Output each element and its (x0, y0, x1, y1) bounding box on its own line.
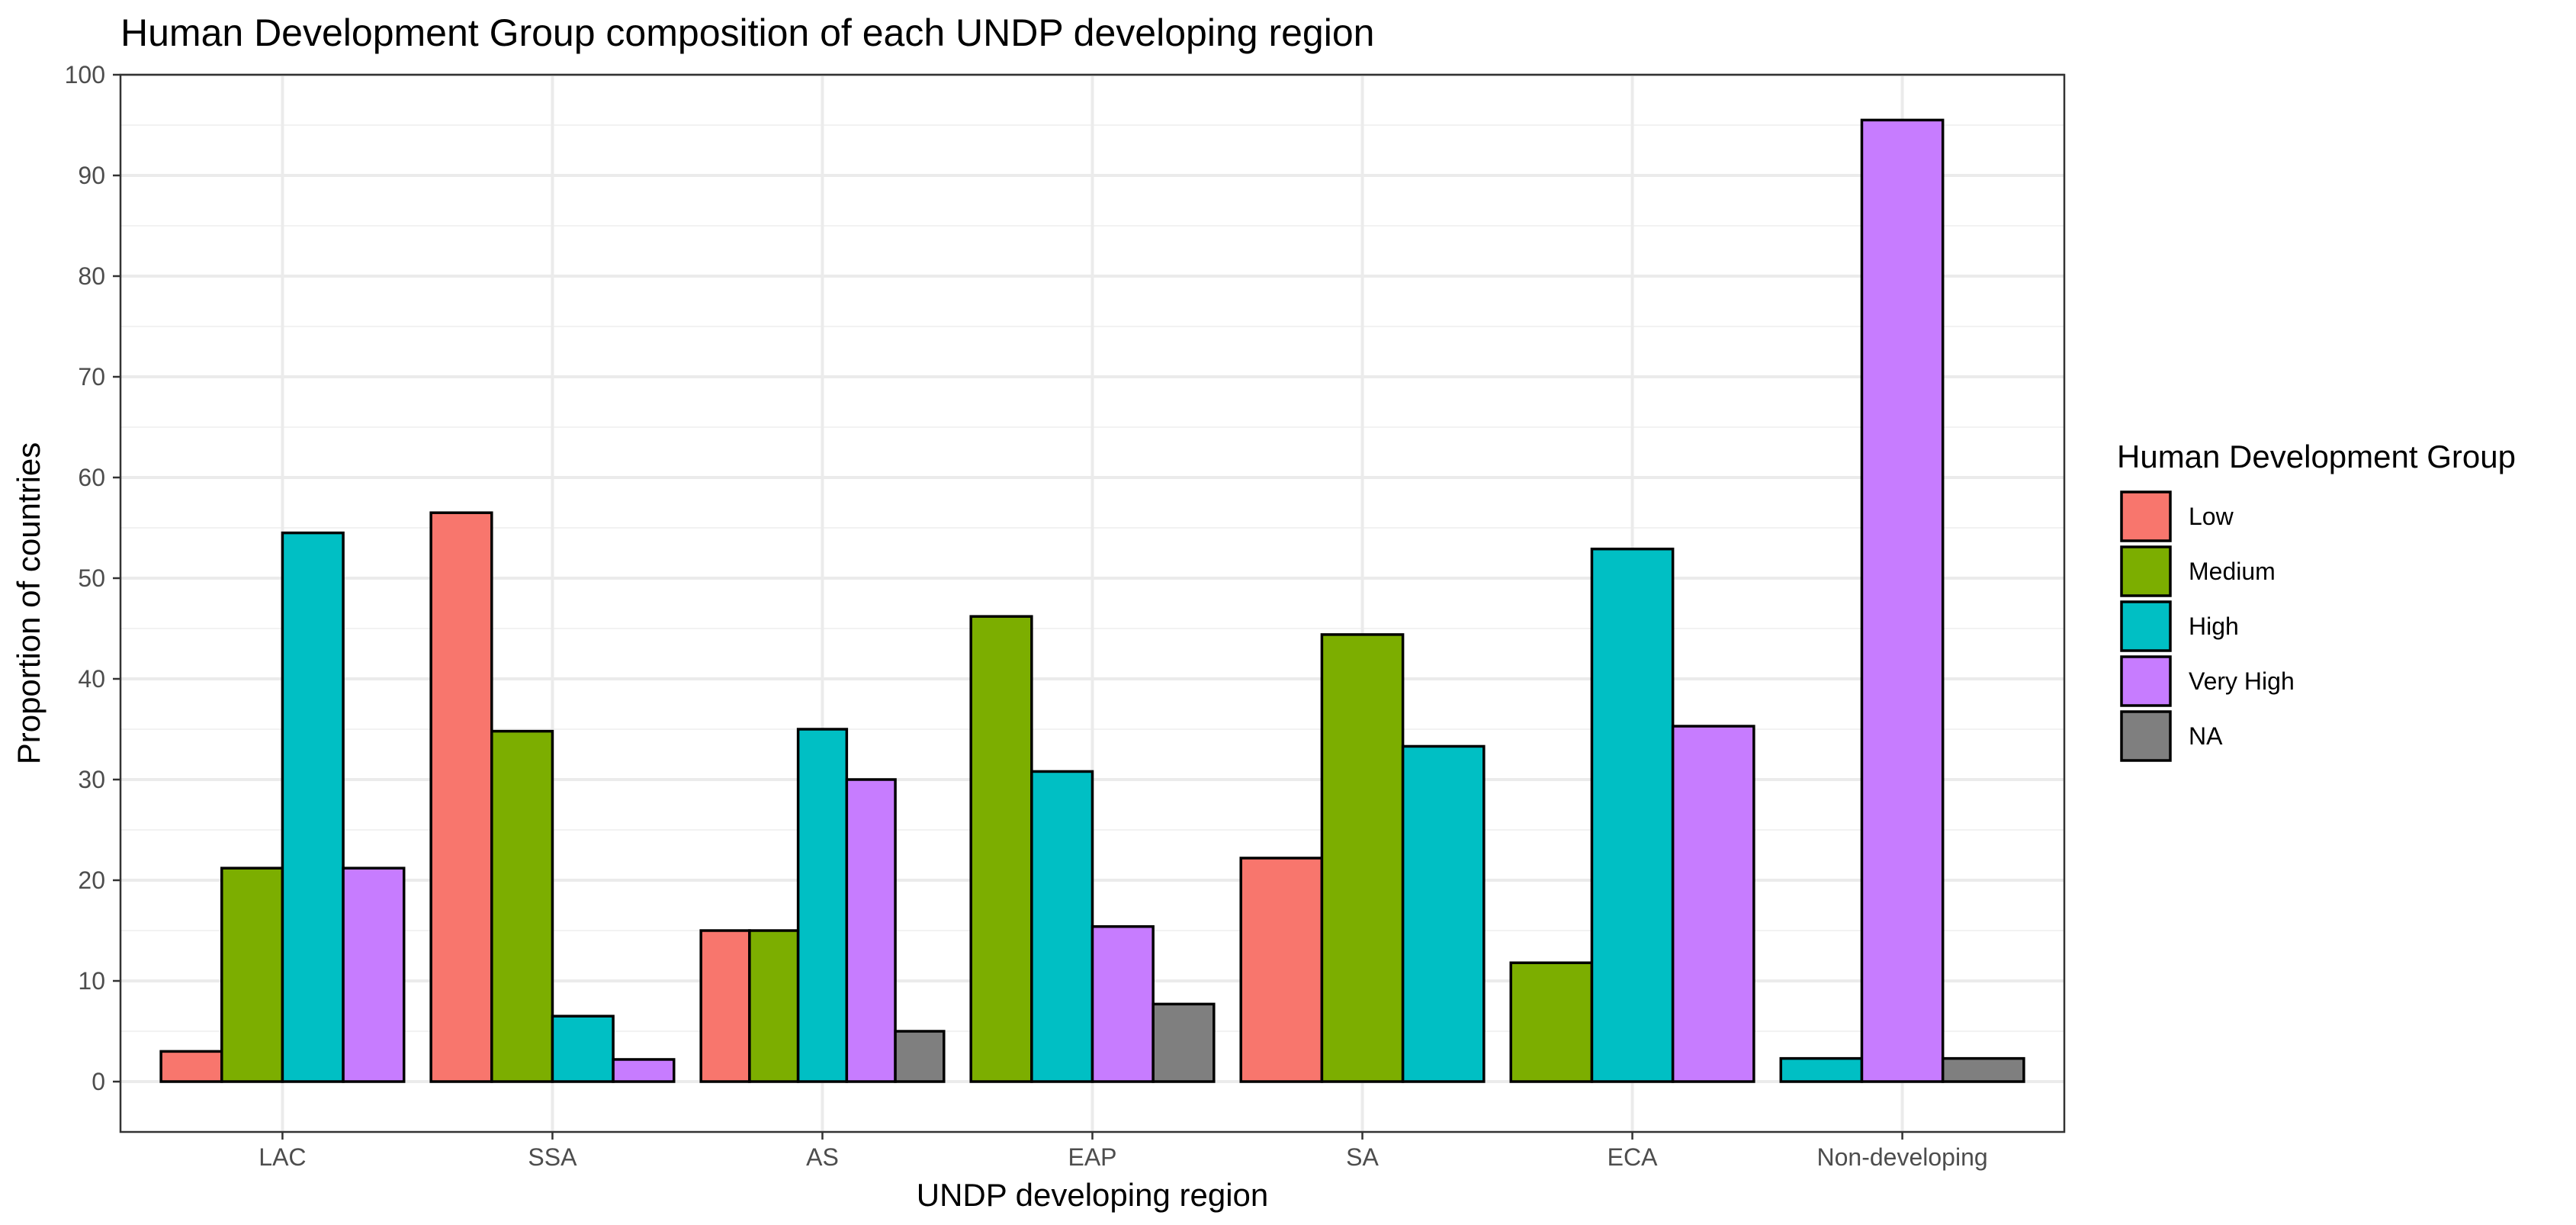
bar-as-very-high (845, 778, 897, 1083)
bar-lac-very-high (342, 867, 406, 1083)
x-tick-label: LAC (259, 1143, 306, 1171)
bar-non-developing-na (1941, 1056, 2025, 1083)
bar-eap-na (1151, 1002, 1216, 1083)
x-tick-label: Non-developing (1817, 1143, 1988, 1171)
legend-key-very-high (2120, 655, 2172, 707)
bar-lac-medium (220, 867, 284, 1083)
legend-title: Human Development Group (2117, 439, 2516, 474)
bar-eca-very-high (1671, 725, 1755, 1083)
x-tick-label: SSA (528, 1143, 577, 1171)
bar-as-na (894, 1030, 946, 1083)
y-tick-label: 0 (92, 1068, 105, 1095)
legend: Human Development Group Low Medium High Ver… (2117, 439, 2516, 762)
chart-title: Human Development Group composition of e… (120, 11, 1374, 54)
y-tick-label: 100 (65, 61, 105, 88)
bar-eap-medium (969, 615, 1033, 1083)
bar-eca-high (1590, 547, 1675, 1083)
bar-sa-high (1401, 744, 1486, 1083)
y-tick-label: 50 (78, 564, 105, 592)
bar-as-low (699, 929, 751, 1083)
bar-lac-low (159, 1050, 223, 1083)
legend-key-medium (2120, 545, 2172, 597)
legend-label: Very High (2189, 667, 2295, 695)
legend-key-low (2120, 490, 2172, 542)
y-tick-label: 30 (78, 766, 105, 793)
y-tick-label: 70 (78, 363, 105, 391)
bar-ssa-high (551, 1014, 615, 1083)
bar-eap-very-high (1090, 924, 1155, 1083)
x-tick-label: SA (1346, 1143, 1379, 1171)
y-tick-label: 40 (78, 665, 105, 693)
bar-eap-high (1030, 770, 1094, 1083)
x-tick-label: AS (806, 1143, 839, 1171)
x-tick-label: ECA (1608, 1143, 1658, 1171)
legend-key-high (2120, 600, 2172, 652)
bar-non-developing-very-high (1860, 118, 1945, 1083)
y-axis-title: Proportion of countries (11, 442, 47, 765)
bar-sa-medium (1320, 633, 1405, 1083)
legend-key-na (2120, 710, 2172, 762)
plot-panel (119, 73, 2066, 1133)
legend-label: Low (2189, 503, 2234, 530)
y-tick-label: 80 (78, 262, 105, 290)
y-tick-label: 10 (78, 967, 105, 995)
legend-label: NA (2189, 722, 2223, 750)
bar-ssa-medium (490, 729, 554, 1083)
bar-sa-low (1239, 857, 1324, 1083)
legend-label: High (2189, 612, 2239, 640)
x-axis-title: UNDP developing region (917, 1177, 1269, 1213)
bar-ssa-low (429, 511, 493, 1083)
y-tick-label: 60 (78, 464, 105, 491)
bar-as-medium (748, 929, 800, 1083)
bar-as-high (796, 728, 849, 1083)
bar-non-developing-high (1779, 1056, 1864, 1083)
legend-label: Medium (2189, 558, 2276, 585)
bar-eca-medium (1509, 961, 1594, 1083)
bar-ssa-very-high (612, 1058, 676, 1083)
y-tick-label: 20 (78, 867, 105, 894)
x-tick-label: EAP (1068, 1143, 1116, 1171)
y-tick-label: 90 (78, 162, 105, 189)
bar-lac-high (281, 531, 345, 1083)
